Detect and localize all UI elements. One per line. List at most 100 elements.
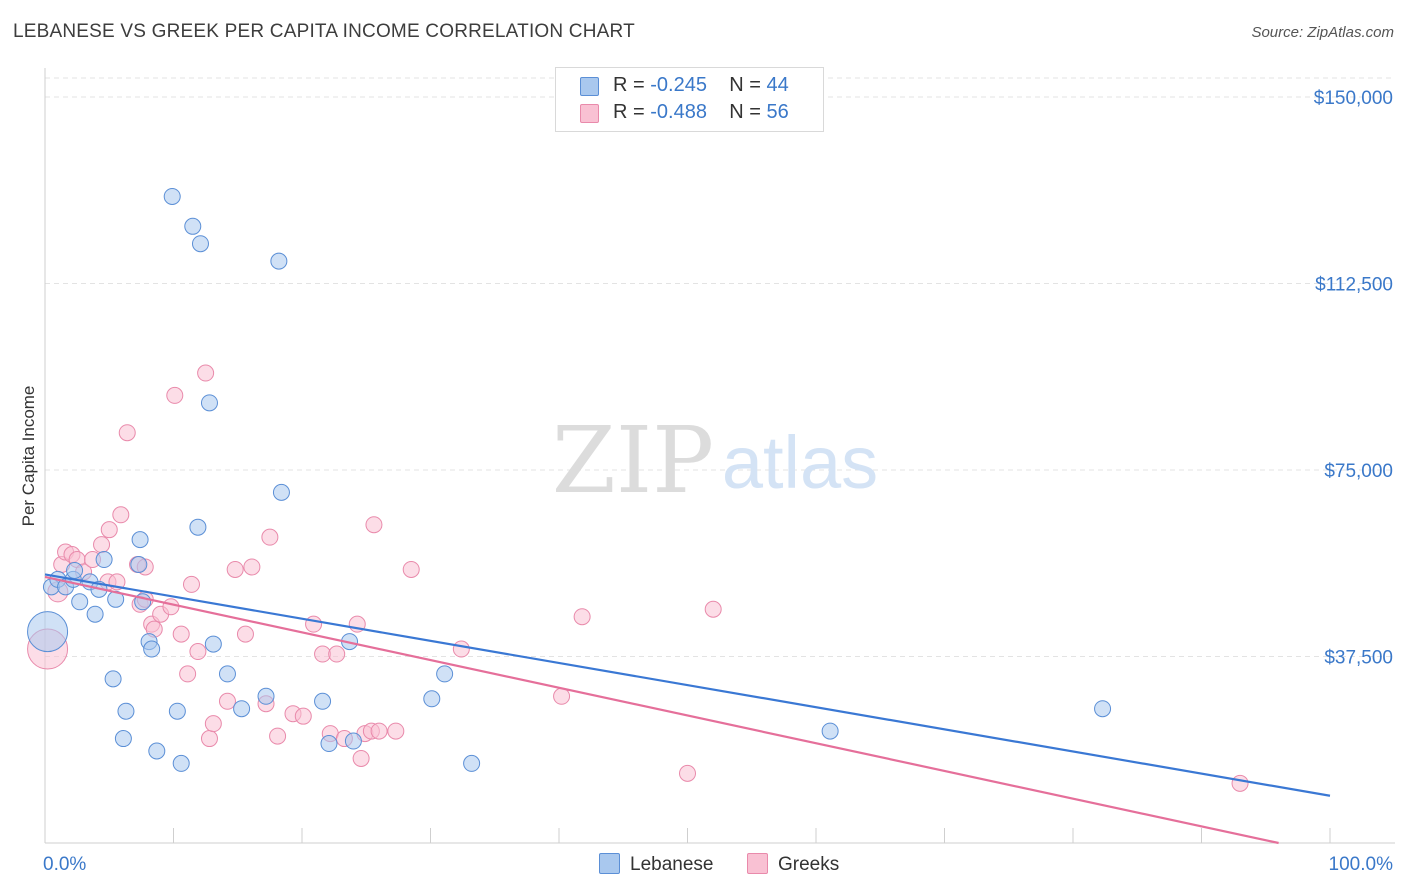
lebanese-point-16 <box>131 531 149 549</box>
greeks-point-51 <box>402 560 420 578</box>
greeks-point-56 <box>704 600 722 618</box>
greeks-point-42 <box>328 645 346 663</box>
lebanese-point-30 <box>233 700 251 718</box>
lebanese-point-34 <box>314 692 332 710</box>
lebanese-point-14 <box>114 730 132 748</box>
lebanese-point-28 <box>204 635 222 653</box>
lebanese-point-0 <box>27 611 69 653</box>
lebanese-point-40 <box>463 754 481 772</box>
greeks-point-33 <box>243 558 261 576</box>
legend-n-label: N = <box>729 101 767 123</box>
lebanese-point-19 <box>143 640 161 658</box>
greeks-point-30 <box>218 692 236 710</box>
greeks-point-29 <box>204 715 222 733</box>
legend-r-label: R = <box>613 74 651 96</box>
greeks-point-8 <box>93 536 111 554</box>
lebanese-point-21 <box>163 187 181 205</box>
greeks-point-52 <box>452 640 470 658</box>
lebanese-point-39 <box>436 665 454 683</box>
lebanese-point-24 <box>184 217 202 235</box>
greeks-point-27 <box>197 364 215 382</box>
greeks-point-55 <box>679 764 696 782</box>
legend-r-value: -0.245 <box>650 74 707 96</box>
legend-label-greeks: Greeks <box>778 854 840 875</box>
legend-item-greeks: Greeks <box>747 853 839 876</box>
lebanese-point-8 <box>86 605 104 623</box>
y-tick-label-2: $112,500 <box>1315 275 1393 296</box>
legend-swatch-lebanese <box>599 853 620 874</box>
legend-swatch-greeks <box>747 853 768 874</box>
lebanese-point-42 <box>1094 700 1112 718</box>
lebanese-point-38 <box>423 690 441 708</box>
greeks-point-31 <box>226 560 244 578</box>
greeks-point-53 <box>553 687 571 705</box>
greeks-point-39 <box>305 615 323 633</box>
tick-labels: $37,500 $75,000 $112,500 $150,000 0.0% 100.0% <box>43 88 1393 875</box>
x-tick-label-0: 0.0% <box>43 854 86 875</box>
watermark-atlas: atlas <box>722 421 878 504</box>
legend-swatch-lebanese <box>580 77 599 96</box>
lebanese-point-20 <box>148 742 166 760</box>
greeks-point-50 <box>387 722 405 740</box>
lebanese-point-26 <box>191 235 209 253</box>
lebanese-point-27 <box>200 394 218 412</box>
lebanese-point-13 <box>117 702 135 720</box>
lebanese-point-23 <box>172 754 190 772</box>
legend-r-value: -0.488 <box>650 101 707 123</box>
legend-r-label: R = <box>613 101 651 123</box>
greeks-point-22 <box>166 386 184 404</box>
lebanese-trend-line <box>44 573 1331 797</box>
greeks-point-21 <box>162 598 180 616</box>
greeks-trend-line <box>44 575 1279 845</box>
greeks-point-35 <box>261 528 279 546</box>
greeks-point-26 <box>189 643 207 661</box>
greeks-point-54 <box>573 608 591 626</box>
watermark-zip: ZIP <box>552 407 714 514</box>
y-tick-label-0: $37,500 <box>1324 648 1393 669</box>
greeks-point-45 <box>352 749 370 767</box>
lebanese-point-15 <box>130 555 148 573</box>
greeks-point-23 <box>172 625 190 643</box>
lebanese-point-6 <box>71 593 89 611</box>
lebanese-point-29 <box>218 665 236 683</box>
greeks-point-49 <box>370 722 388 740</box>
lebanese-point-25 <box>189 518 207 536</box>
legend-swatch-greeks <box>580 104 599 123</box>
greeks-point-12 <box>112 506 130 524</box>
lebanese-point-41 <box>821 722 839 740</box>
lebanese-point-5 <box>66 561 84 579</box>
legend-n-label: N = <box>729 74 767 96</box>
greeks-point-10 <box>100 521 118 539</box>
greeks-point-36 <box>269 727 287 745</box>
greeks-point-40 <box>314 645 332 663</box>
axes <box>44 68 1395 844</box>
y-tick-label-3: $150,000 <box>1314 88 1393 109</box>
lebanese-point-33 <box>257 687 275 705</box>
legend-label-lebanese: Lebanese <box>630 854 714 875</box>
watermark: ZIP atlas <box>552 407 878 514</box>
lebanese-point-36 <box>344 732 362 750</box>
source-label: Source: ZipAtlas.com <box>1251 24 1394 41</box>
legend-n-value: 44 <box>766 74 789 96</box>
lebanese-point-11 <box>104 670 122 688</box>
lebanese-point-31 <box>270 252 288 270</box>
legend-n-value: 56 <box>766 101 789 123</box>
lebanese-point-32 <box>272 483 290 501</box>
trend-lines <box>44 573 1331 845</box>
x-tick-label-1: 100.0% <box>1329 854 1394 875</box>
greeks-point-25 <box>182 575 200 593</box>
greeks-point-28 <box>200 730 218 748</box>
lebanese-point-35 <box>320 735 338 753</box>
legend-item-lebanese: Lebanese <box>599 853 713 876</box>
greeks-point-57 <box>1231 774 1249 792</box>
greeks-point-48 <box>365 516 383 534</box>
lebanese-point-10 <box>95 551 113 569</box>
greeks-point-38 <box>294 707 312 725</box>
correlation-legend: R = -0.245 N = 44 R = -0.488 N = 56 <box>555 67 824 132</box>
greeks-point-32 <box>236 625 254 643</box>
chart-title: LEBANESE VS GREEK PER CAPITA INCOME CORR… <box>13 21 635 42</box>
y-tick-label-1: $75,000 <box>1324 461 1393 482</box>
series-lebanese <box>27 187 1112 772</box>
greeks-point-13 <box>118 424 136 442</box>
